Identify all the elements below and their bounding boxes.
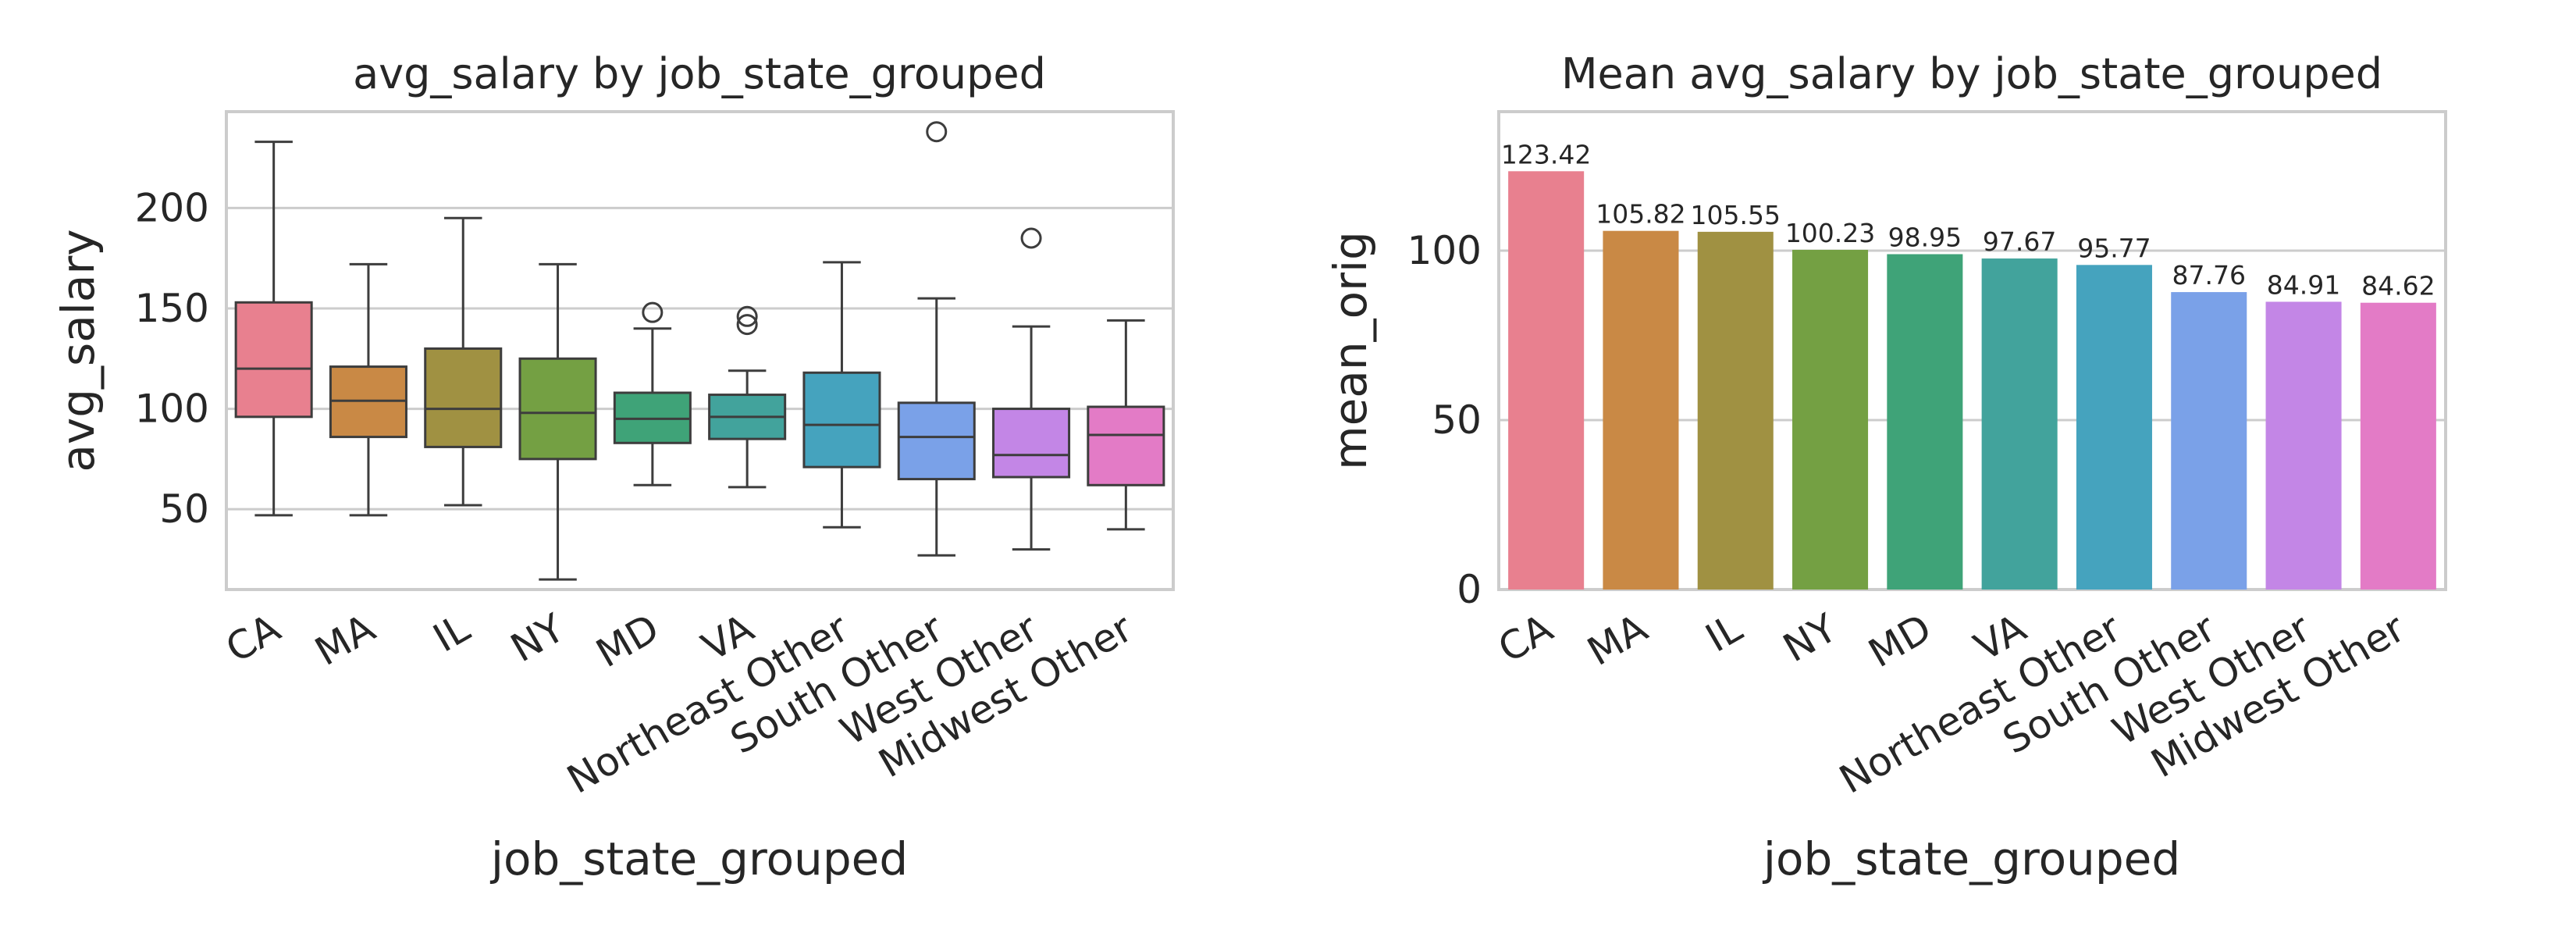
barchart-x-tick-ca: CA [1491, 605, 1560, 672]
barchart-y-ticks: 0 50 100 [1407, 228, 1482, 612]
box-iqr-midwest-other [1087, 405, 1165, 486]
box-md [613, 301, 692, 486]
bar-va [1981, 258, 2058, 590]
bar-value-label-md: 98.95 [1888, 223, 1962, 253]
box-outlier-south-other-0 [926, 121, 948, 143]
barchart-y-tick-100: 100 [1407, 228, 1482, 273]
box-west-other [992, 227, 1071, 551]
box-outlier-west-other-0 [1020, 227, 1042, 249]
boxplot-marks [234, 121, 1165, 581]
box-iqr-il [424, 347, 503, 448]
boxplot-x-tick-il: IL [425, 605, 477, 661]
box-outlier-va-1 [736, 305, 758, 327]
boxplot-x-tick-ca: CA [219, 605, 288, 672]
box-northeast-other [802, 261, 881, 529]
bar-value-label-ca: 123.42 [1501, 139, 1591, 169]
bar-ma [1603, 230, 1679, 590]
box-iqr-ca [234, 301, 313, 419]
boxplot-y-tick-200: 200 [135, 185, 209, 230]
barchart-y-axis-label: mean_orig [1324, 231, 1377, 470]
boxplot-y-tick-150: 150 [135, 286, 209, 331]
boxplot-x-tick-ma: MA [308, 605, 382, 675]
boxplot-y-axis-label: avg_salary [52, 229, 105, 472]
bar-md [1887, 254, 1963, 590]
box-iqr-ny [518, 357, 597, 461]
box-iqr-northeast-other [802, 371, 881, 468]
box-ny [518, 262, 597, 581]
bar-midwest-other [2360, 302, 2436, 590]
bar-west-other [2265, 301, 2342, 590]
barchart-marks [1508, 171, 2436, 590]
boxplot-y-tick-50: 50 [159, 486, 209, 532]
barchart-x-axis-label: job_state_grouped [1762, 832, 2180, 885]
bar-il [1697, 231, 1774, 590]
box-ca [234, 141, 313, 517]
barchart-x-tick-il: IL [1698, 605, 1749, 661]
box-va [708, 305, 787, 489]
barchart-x-tick-ny: NY [1776, 605, 1845, 671]
box-south-other [897, 121, 976, 557]
boxplot-y-ticks: 50 100 150 200 [135, 185, 209, 532]
barchart-y-tick-50: 50 [1432, 397, 1482, 443]
bar-northeast-other [2076, 265, 2152, 590]
box-outlier-va-0 [736, 314, 758, 336]
barchart-y-tick-0: 0 [1457, 567, 1482, 612]
boxplot-x-axis-label: job_state_grouped [489, 832, 908, 885]
barchart-title: Mean avg_salary by job_state_grouped [1561, 49, 2382, 98]
box-outlier-md-0 [642, 301, 664, 323]
boxplot-x-tick-md: MD [589, 605, 667, 676]
boxplot-title: avg_salary by job_state_grouped [353, 49, 1046, 98]
box-ma [329, 262, 407, 517]
bar-value-label-northeast-other: 95.77 [2077, 233, 2151, 263]
boxplot-x-tick-ny: NY [503, 605, 572, 671]
bar-value-label-south-other: 87.76 [2172, 260, 2246, 290]
box-il [424, 216, 503, 507]
bar-ca [1508, 171, 1585, 590]
bar-value-label-va: 97.67 [1983, 226, 2056, 257]
box-iqr-west-other [992, 408, 1071, 479]
barchart-x-tick-md: MD [1861, 605, 1939, 676]
bar-value-label-ny: 100.23 [1785, 218, 1875, 248]
box-iqr-south-other [897, 401, 976, 481]
bar-value-label-midwest-other: 84.62 [2361, 271, 2435, 301]
bar-value-label-west-other: 84.91 [2267, 269, 2340, 300]
bar-south-other [2171, 292, 2247, 590]
box-midwest-other [1087, 319, 1165, 531]
barchart-x-tick-ma: MA [1580, 605, 1655, 675]
boxplot-y-tick-100: 100 [135, 387, 209, 432]
bar-ny [1792, 249, 1869, 590]
bar-value-label-ma: 105.82 [1596, 199, 1685, 230]
bar-value-label-il: 105.55 [1691, 200, 1781, 230]
